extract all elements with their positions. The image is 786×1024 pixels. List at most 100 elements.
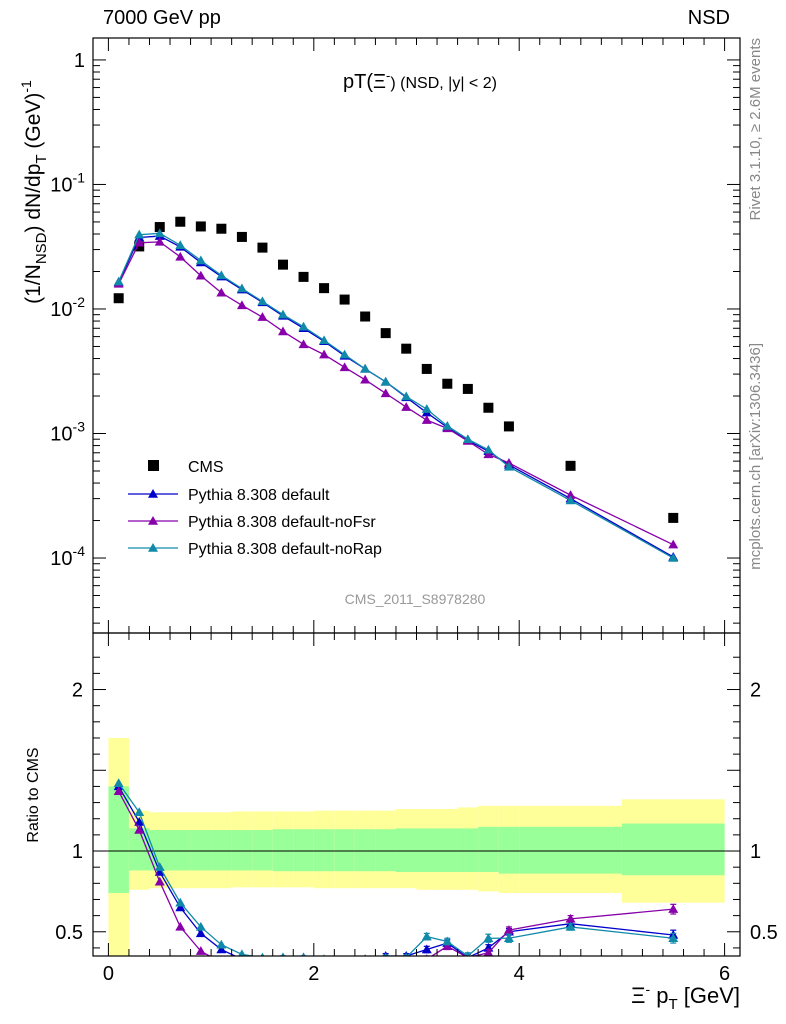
ratio-point [134, 807, 145, 817]
ratio-point [319, 961, 329, 970]
ratio-y-tick-label: 0.5 [55, 922, 83, 944]
ratio-point [503, 925, 514, 934]
data-point [195, 255, 206, 265]
data-point [442, 420, 453, 430]
inner-band [621, 823, 725, 876]
ratio-point [216, 939, 227, 949]
y-axis-label: (1/NNSD) dN/dpT (GeV)-1 [18, 80, 50, 304]
ratio-point [668, 933, 679, 942]
data-point [401, 391, 412, 401]
ratio-point [113, 786, 124, 796]
ratio-point [175, 902, 186, 912]
data-point [257, 242, 268, 253]
ratio-point [421, 931, 432, 941]
legend-marker [148, 516, 158, 525]
inner-band [128, 828, 150, 871]
inner-band [334, 829, 355, 872]
ratio-point [134, 816, 145, 826]
ratio-point [301, 952, 306, 956]
data-point [421, 363, 432, 374]
ratio-point [113, 778, 124, 787]
legend-label: Pythia 8.308 default [188, 487, 330, 504]
inner-band [231, 830, 253, 871]
header-left: 7000 GeV pp [103, 7, 221, 29]
data-point [319, 283, 330, 294]
ratio-point [340, 961, 350, 970]
ratio-y-tick-label-right: 1 [750, 841, 761, 863]
data-point [483, 444, 494, 454]
ratio-point [668, 904, 679, 913]
ratio-point [154, 876, 165, 886]
inner-band [313, 829, 335, 872]
ratio-point [154, 867, 165, 876]
ratio-point [299, 961, 309, 970]
series-line [118, 241, 674, 546]
inner-band [498, 826, 520, 874]
data-point [668, 553, 679, 562]
header-right: NSD [687, 7, 730, 29]
inner-band [395, 828, 417, 873]
inner-band [170, 830, 191, 871]
ratio-point [238, 949, 246, 956]
ratio-y-tick-label: 1 [72, 841, 83, 863]
ratio-point [442, 936, 453, 946]
series-line [118, 232, 674, 559]
data-point [195, 270, 206, 280]
data-point [319, 349, 330, 359]
data-point [462, 434, 473, 443]
ratio-y-axis-label: Ratio to CMS [25, 747, 42, 842]
ratio-point [216, 944, 227, 954]
analysis-watermark: CMS_2011_S8978280 [345, 591, 486, 607]
x-tick-label: 4 [514, 963, 525, 985]
data-point [339, 294, 350, 305]
inner-band [108, 786, 129, 894]
data-point [421, 415, 432, 424]
data-point [216, 270, 227, 280]
data-point [483, 402, 494, 413]
inner-band [190, 830, 212, 871]
ratio-point [483, 933, 494, 942]
data-point [442, 378, 453, 389]
data-point [236, 300, 247, 310]
data-point [401, 343, 412, 354]
ratio-y-tick-label: 2 [72, 680, 83, 702]
data-point [277, 326, 288, 336]
data-point [339, 362, 350, 372]
inner-band [272, 829, 294, 872]
data-point [175, 216, 186, 227]
y-tick-label: 10-3 [50, 419, 85, 446]
ratio-point [421, 944, 432, 954]
data-point [257, 296, 268, 306]
data-point [668, 512, 679, 523]
legend-label: CMS [188, 459, 224, 476]
data-point [380, 388, 391, 398]
data-point [298, 271, 309, 282]
ratio-y-tick-label-right: 0.5 [750, 922, 778, 944]
legend-label: Pythia 8.308 default-noFsr [188, 514, 376, 531]
ratio-frame [92, 632, 741, 957]
data-point [134, 237, 145, 247]
x-tick-label: 0 [103, 963, 114, 985]
ratio-point [154, 862, 165, 871]
data-point [380, 376, 391, 386]
legend-marker [148, 460, 159, 471]
inner-band [293, 829, 314, 872]
ratio-point [323, 955, 325, 956]
data-point [360, 311, 371, 322]
data-point [360, 374, 371, 384]
data-point [257, 312, 268, 321]
ratio-point [360, 957, 370, 966]
data-point [134, 229, 145, 239]
ratio-point [237, 962, 247, 971]
data-point [277, 259, 288, 270]
x-tick-label: 2 [308, 963, 319, 985]
data-point [503, 461, 514, 471]
ratio-point [565, 913, 576, 923]
inner-band [211, 830, 232, 871]
data-point [154, 236, 165, 246]
inner-band [252, 830, 273, 871]
data-point [216, 287, 227, 297]
site-label: mcplots.cern.ch [arXiv:1306.3436] [747, 343, 764, 570]
rivet-label: Rivet 3.1.10, ≥ 2.6M events [747, 38, 764, 221]
